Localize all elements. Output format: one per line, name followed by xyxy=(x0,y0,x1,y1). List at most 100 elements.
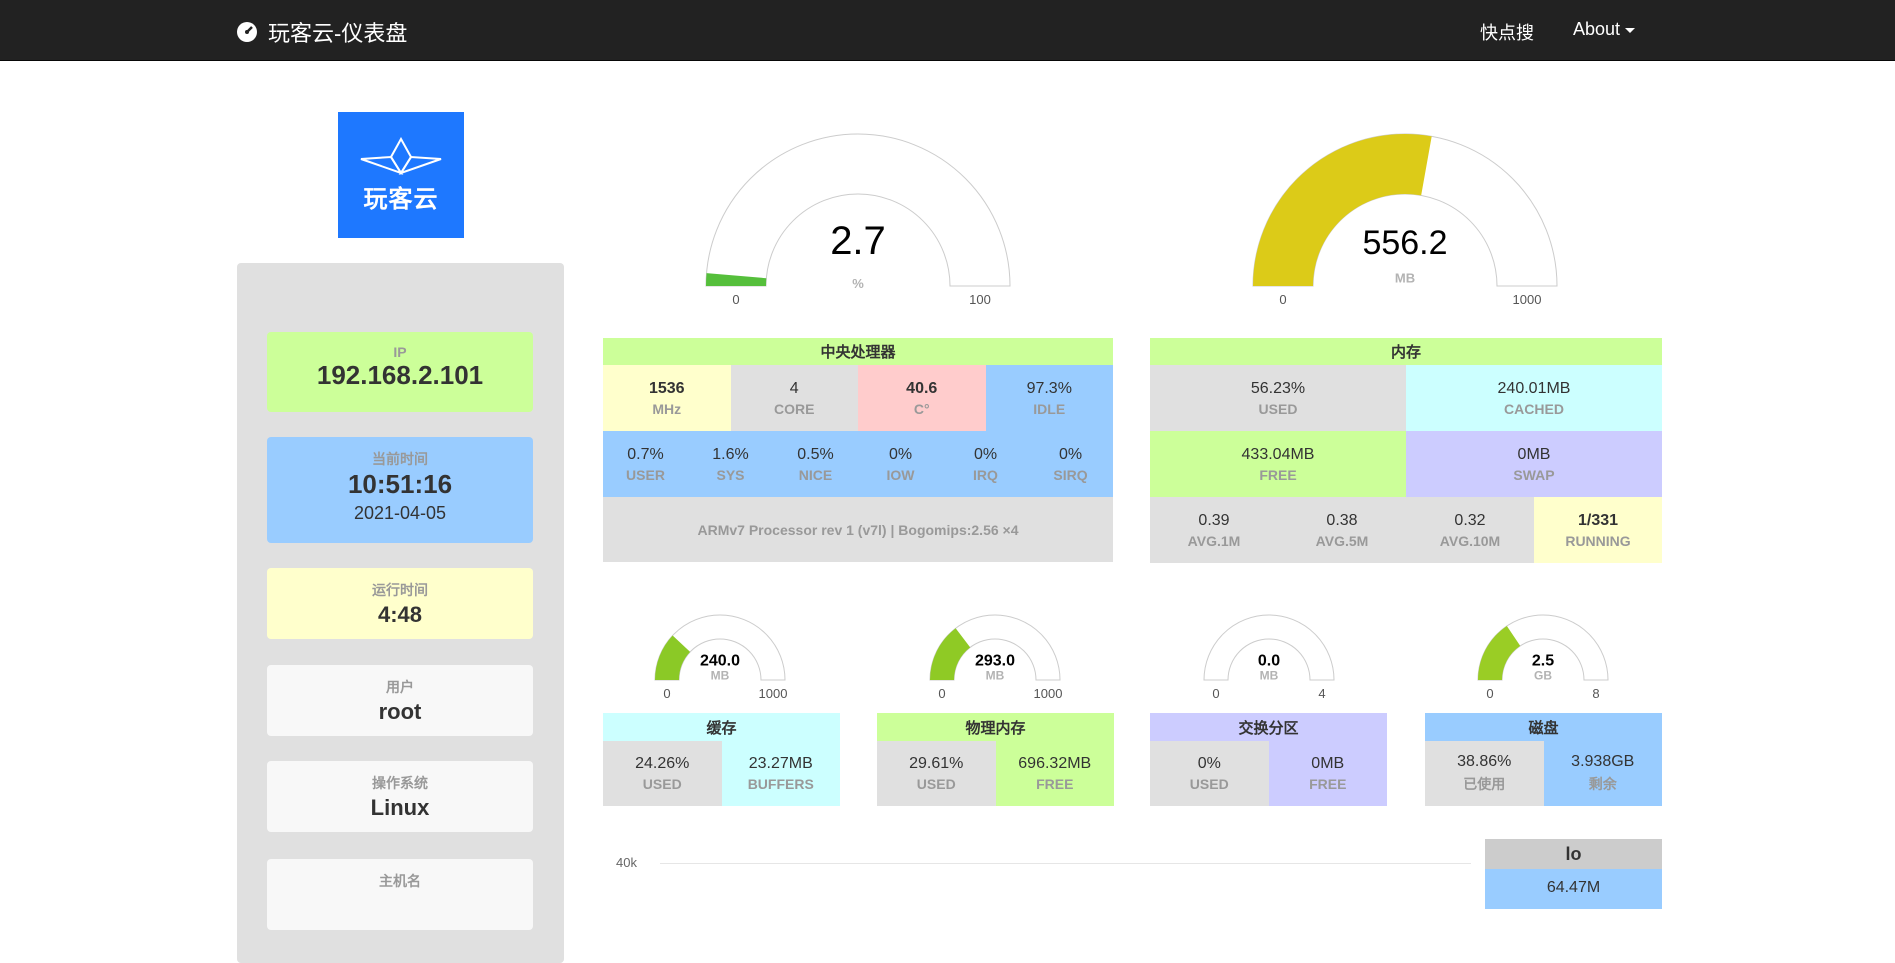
stat-label: 剩余 xyxy=(1588,776,1617,792)
interface-traffic: 64.47M xyxy=(1485,869,1662,909)
os-card: 操作系统 Linux xyxy=(267,761,533,832)
stat-cell: 240.01MB CACHED xyxy=(1406,365,1662,431)
gauge-unit: MB xyxy=(1260,668,1279,682)
stat-value: 240.01MB xyxy=(1497,379,1571,397)
hostname-card: 主机名 xyxy=(267,859,533,930)
stat-value: 0.5% xyxy=(797,445,834,463)
stat-cell: 3.938GB 剩余 xyxy=(1543,741,1662,806)
cpu-gauge: 2.7% 0 100 xyxy=(705,133,1011,307)
small-panel-title: 缓存 xyxy=(603,713,840,741)
stat-label: FREE xyxy=(1309,776,1347,792)
gauge-value: 2.5 xyxy=(1532,653,1554,670)
memory-gauge: 556.2 MB 0 1000 xyxy=(1252,133,1558,307)
stat-value: 0% xyxy=(1058,445,1083,463)
stat-cell: 0MB SWAP xyxy=(1406,431,1662,497)
uptime-card: 运行时间 4:48 xyxy=(267,568,533,639)
logo-star-icon xyxy=(360,136,442,175)
stat-cell: 29.61% USED xyxy=(877,741,996,806)
stat-value: 1.6% xyxy=(712,445,749,463)
stat-label: 已使用 xyxy=(1463,776,1506,792)
interface-panel: lo 64.47M xyxy=(1485,839,1662,909)
stat-label: FREE xyxy=(1036,776,1074,792)
os-value: Linux xyxy=(370,795,430,820)
stat-value: 38.86% xyxy=(1457,753,1512,770)
swap-gauge: 0.0MB 0 4 xyxy=(1203,614,1335,701)
stat-cell: 0% IRQ xyxy=(943,431,1028,497)
ip-label: IP xyxy=(393,344,407,360)
gauge-value: 293.0 xyxy=(975,653,1015,670)
small-panel: 交换分区 0% USED 0MB FREE xyxy=(1150,713,1387,806)
gauge-unit: MB xyxy=(711,668,730,682)
gauge-max: 4 xyxy=(1318,686,1325,701)
stat-value: 0.32 xyxy=(1454,511,1486,529)
caret-down-icon xyxy=(1625,27,1636,33)
stat-cell: 38.86% 已使用 xyxy=(1425,741,1544,806)
stat-value: 0.39 xyxy=(1198,511,1230,529)
physical-memory-gauge: 293.0MB 0 1000 xyxy=(929,614,1063,701)
gauge-fill xyxy=(930,628,971,680)
cpu-temp-cell: 40.6 C° xyxy=(858,365,986,431)
gauge-max: 1000 xyxy=(1513,292,1542,307)
stat-cell: 56.23% USED xyxy=(1150,365,1406,431)
stat-cell: 0% SIRQ xyxy=(1028,431,1113,497)
gauge-track xyxy=(705,133,1011,287)
gauge-track xyxy=(1203,614,1335,681)
stat-label: USED xyxy=(916,776,956,792)
stat-value: 29.61% xyxy=(909,755,964,772)
os-label: 操作系统 xyxy=(372,775,428,791)
time-value: 10:51:16 xyxy=(347,469,453,499)
gauge-min: 0 xyxy=(1486,686,1493,701)
stat-value: 56.23% xyxy=(1250,379,1306,397)
cpu-freq: 1536 xyxy=(648,379,685,397)
brand-link[interactable]: 玩客云-仪表盘 xyxy=(236,16,407,48)
hostname-label: 主机名 xyxy=(379,873,421,889)
stat-label: BUFFERS xyxy=(747,776,814,792)
stat-value: 0.7% xyxy=(627,445,664,463)
cpu-cores: 4 xyxy=(789,379,799,397)
uptime-label: 运行时间 xyxy=(372,582,428,598)
stat-label: AVG.10M xyxy=(1439,532,1501,549)
gauge-value: 240.0 xyxy=(700,653,740,670)
gauge-value: 556.2 xyxy=(1362,224,1447,262)
gauge-max: 1000 xyxy=(759,686,788,701)
cpu-freq-cell: 1536 MHz xyxy=(603,365,731,431)
stat-value: 0% xyxy=(973,445,998,463)
cpu-model: ARMv7 Processor rev 1 (v7l) | Bogomips:2… xyxy=(603,497,1113,562)
stat-value: 23.27MB xyxy=(748,755,813,772)
stat-value: 0MB xyxy=(1517,445,1551,463)
stat-label: RUNNING xyxy=(1565,532,1631,549)
stat-label: NICE xyxy=(798,466,833,483)
cpu-usage-row: 0.7% USER 1.6% SYS 0.5% NICE 0% IOW 0% IRQ 0% SIRQ xyxy=(603,431,1113,497)
stat-cell: 24.26% USED xyxy=(603,741,722,806)
date-value: 2021-04-05 xyxy=(353,503,447,523)
stat-value: 0.38 xyxy=(1326,511,1358,529)
gauge-unit: MB xyxy=(986,668,1005,682)
stat-label: USED xyxy=(1258,400,1298,417)
cpu-panel: 中央处理器 1536 MHz 4 CORE 40.6 C° 97.3% IDLE 0.7… xyxy=(603,338,1113,562)
small-panel: 物理内存 29.61% USED 696.32MB FREE xyxy=(877,713,1114,806)
stat-cell: 0.5% NICE xyxy=(773,431,858,497)
nav-quick-search[interactable]: 快点搜 xyxy=(1480,23,1534,43)
memory-title: 内存 xyxy=(1150,338,1662,365)
gauge-fill xyxy=(1253,133,1432,286)
stat-cell: 0.32 AVG.10M xyxy=(1406,497,1534,563)
logo-text: 玩客云 xyxy=(363,185,439,213)
chart-y-tick: 40k xyxy=(616,855,637,870)
stat-label: USED xyxy=(1189,776,1229,792)
stat-value: 24.26% xyxy=(635,755,690,772)
ip-value: 192.168.2.101 xyxy=(316,360,484,390)
gauge-max: 1000 xyxy=(1034,686,1063,701)
stat-cell: 433.04MB FREE xyxy=(1150,431,1406,497)
stat-value: 3.938GB xyxy=(1571,753,1635,770)
gauge-value: 0.0 xyxy=(1258,653,1280,670)
memory-cells: 56.23% USED 240.01MB CACHED 433.04MB FREE 0MB S… xyxy=(1150,365,1662,497)
stat-value: 696.32MB xyxy=(1018,755,1092,772)
gauge-track xyxy=(654,614,786,681)
small-panel: 磁盘 38.86% 已使用 3.938GB 剩余 xyxy=(1425,713,1662,806)
small-panel-title: 交换分区 xyxy=(1150,713,1387,741)
nav-about-dropdown[interactable]: About xyxy=(1573,19,1636,40)
stat-cell: 0MB FREE xyxy=(1268,741,1387,806)
gauge-max: 8 xyxy=(1592,686,1599,701)
time-card: 当前时间 10:51:16 2021-04-05 xyxy=(267,437,533,543)
small-panel-title: 物理内存 xyxy=(877,713,1114,741)
